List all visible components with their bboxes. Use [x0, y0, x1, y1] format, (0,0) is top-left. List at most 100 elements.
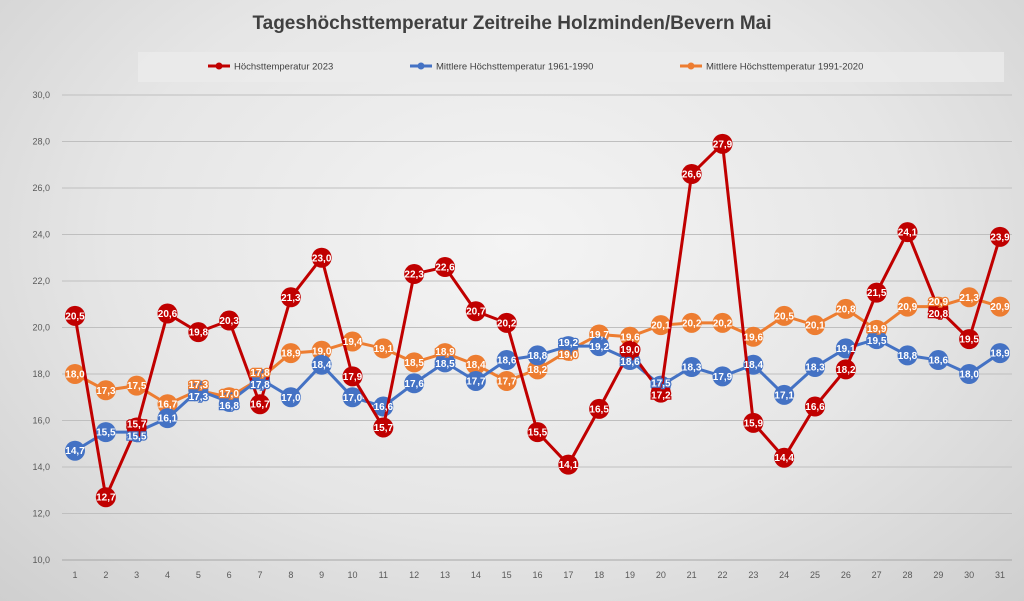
data-point — [311, 340, 332, 361]
data-point — [990, 343, 1010, 364]
x-tick-label: 23 — [748, 570, 758, 580]
data-point — [620, 340, 640, 361]
data-label: 27,9 — [713, 139, 733, 150]
y-tick-label: 26,0 — [32, 183, 50, 193]
data-label: 20,8 — [836, 304, 856, 315]
data-label: 18,0 — [65, 370, 85, 381]
y-tick-label: 20,0 — [32, 323, 50, 333]
data-label: 17,0 — [343, 393, 363, 404]
data-point — [866, 282, 887, 303]
data-point — [342, 331, 363, 352]
data-label: 20,2 — [682, 318, 702, 329]
data-point — [712, 133, 733, 154]
data-point — [496, 312, 517, 333]
data-point — [157, 408, 178, 429]
data-point — [897, 222, 918, 243]
data-label: 19,2 — [559, 338, 579, 349]
data-point — [95, 422, 116, 443]
data-point — [805, 315, 825, 336]
x-tick-label: 4 — [165, 570, 170, 580]
data-label: 14,4 — [774, 453, 794, 464]
data-point — [280, 287, 301, 308]
data-point — [373, 417, 394, 438]
data-label: 23,9 — [990, 232, 1010, 243]
y-tick-label: 14,0 — [32, 462, 50, 472]
data-label: 18,9 — [281, 349, 301, 360]
data-label: 17,0 — [281, 393, 301, 404]
x-tick-label: 21 — [687, 570, 697, 580]
data-label: 19,7 — [589, 330, 609, 341]
data-point — [527, 359, 548, 380]
data-label: 18,5 — [404, 358, 424, 369]
x-tick-label: 14 — [471, 570, 481, 580]
series-group — [65, 133, 1010, 508]
legend-item: Höchsttemperatur 2023 — [208, 62, 333, 73]
data-label: 18,3 — [682, 363, 702, 374]
data-point — [157, 394, 178, 415]
legend-item: Mittlere Höchsttemperatur 1991-2020 — [680, 62, 863, 73]
legend-marker — [417, 62, 425, 70]
data-label: 17,9 — [343, 372, 363, 383]
data-point — [589, 336, 610, 357]
data-label: 16,6 — [805, 402, 825, 413]
data-label: 15,9 — [744, 418, 764, 429]
data-point — [990, 296, 1010, 317]
data-label: 23,0 — [312, 253, 332, 264]
data-label: 16,7 — [250, 400, 270, 411]
x-tick-label: 26 — [841, 570, 851, 580]
x-tick-label: 17 — [563, 570, 573, 580]
data-point — [774, 384, 795, 405]
data-label: 20,9 — [929, 297, 949, 308]
data-point — [219, 310, 240, 331]
legend-label: Mittlere Höchsttemperatur 1961-1990 — [436, 62, 593, 73]
data-point — [311, 354, 332, 375]
data-point — [280, 343, 301, 364]
data-label: 22,6 — [435, 263, 455, 274]
data-label: 17,8 — [250, 368, 270, 379]
data-point — [435, 352, 455, 373]
data-label: 18,8 — [898, 351, 918, 362]
data-label: 19,2 — [589, 342, 609, 353]
data-label: 17,3 — [96, 386, 116, 397]
data-label: 18,6 — [497, 356, 517, 367]
data-label: 18,4 — [744, 360, 764, 371]
data-point — [928, 298, 949, 319]
legend-box — [138, 52, 1004, 82]
data-point — [928, 350, 949, 371]
data-label: 19,4 — [343, 337, 363, 348]
data-label: 17,5 — [651, 379, 671, 390]
data-label: 19,6 — [620, 332, 640, 343]
data-label: 16,8 — [219, 401, 239, 412]
data-point — [805, 357, 825, 378]
data-label: 20,3 — [219, 316, 239, 327]
data-label: 17,3 — [189, 392, 209, 403]
data-label: 17,7 — [466, 376, 486, 387]
data-label: 22,3 — [404, 270, 424, 281]
data-label: 20,1 — [805, 321, 825, 332]
data-label: 19,0 — [620, 345, 640, 356]
data-label: 17,1 — [774, 390, 794, 401]
data-point — [435, 257, 455, 278]
data-point — [805, 396, 825, 417]
data-point — [681, 312, 702, 333]
data-label: 15,5 — [96, 428, 116, 439]
data-point — [65, 364, 85, 384]
data-label: 17,3 — [189, 380, 209, 391]
data-label: 15,7 — [374, 423, 394, 434]
data-label: 18,0 — [959, 370, 979, 381]
data-point — [465, 301, 486, 322]
data-label: 17,9 — [713, 372, 733, 383]
data-label: 18,6 — [620, 357, 640, 368]
data-label: 20,8 — [929, 309, 949, 320]
data-point — [465, 370, 486, 391]
data-label: 19,6 — [744, 332, 764, 343]
data-label: 15,5 — [528, 428, 548, 439]
data-point — [620, 326, 640, 347]
y-tick-label: 12,0 — [32, 509, 50, 519]
data-label: 15,5 — [127, 431, 147, 442]
x-tick-label: 24 — [779, 570, 789, 580]
y-tick-label: 28,0 — [32, 137, 50, 147]
data-point — [897, 296, 918, 317]
data-label: 24,1 — [898, 228, 918, 239]
